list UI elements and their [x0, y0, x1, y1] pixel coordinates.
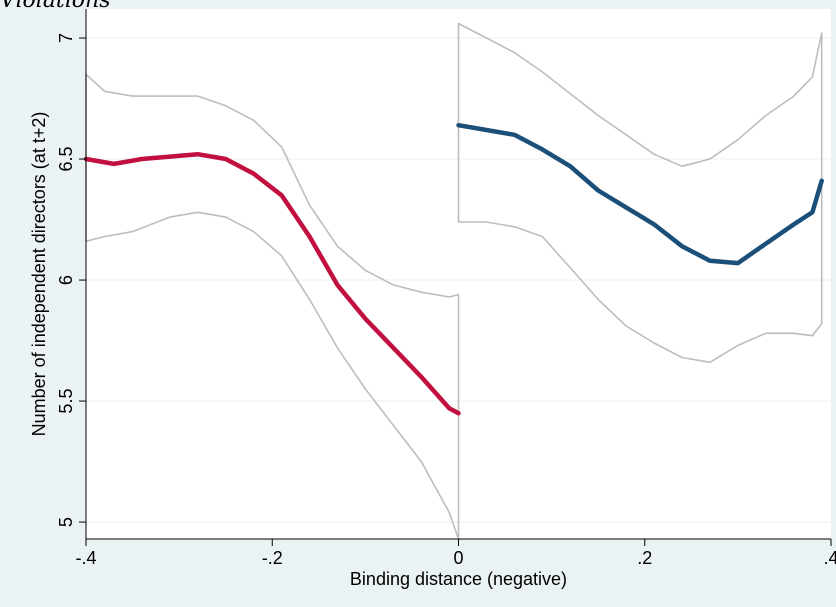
y-tick-label: 5.5 — [56, 389, 76, 414]
x-tick-label: .4 — [823, 548, 836, 568]
x-axis-label: Binding distance (negative) — [350, 569, 567, 589]
right-fit-line — [456, 122, 824, 266]
y-tick-label: 6.5 — [56, 147, 76, 172]
y-tick-label: 6 — [56, 275, 76, 285]
x-tick-label: -.2 — [262, 548, 283, 568]
y-axis-label: Number of independent directors (at t+2) — [29, 112, 49, 437]
y-tick-label: 7 — [56, 33, 76, 43]
x-tick-label: -.4 — [75, 548, 96, 568]
page-heading: Violations — [0, 0, 111, 13]
right-confidence-band — [457, 22, 823, 364]
axes: -.4 -.2 0 .2 .4 5 5.5 6 6.5 7 — [56, 9, 836, 568]
y-tick-label: 5 — [56, 517, 76, 527]
fit-lines — [83, 122, 824, 416]
x-tick-label: 0 — [453, 548, 463, 568]
x-tick-label: .2 — [637, 548, 652, 568]
left-fit-line — [83, 151, 461, 416]
